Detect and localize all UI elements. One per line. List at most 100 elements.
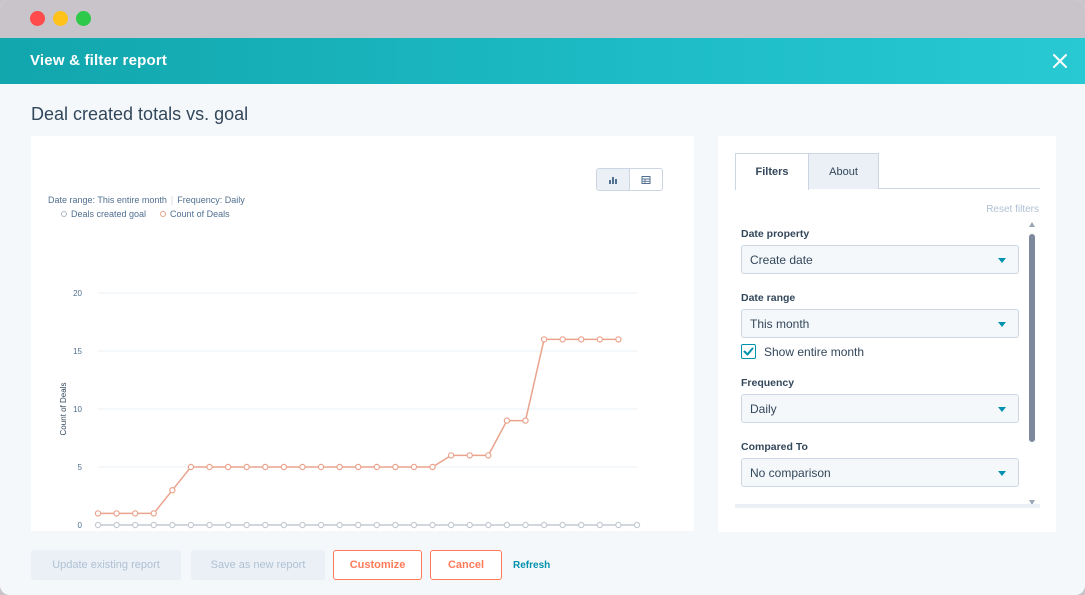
close-icon [1053,54,1067,68]
table-view-button[interactable] [630,169,663,190]
data-point [410,521,418,529]
window-close-dot[interactable] [30,11,45,26]
data-point [169,521,176,529]
view-toggle [596,168,663,191]
frequency-select[interactable]: Daily [741,394,1019,423]
data-point [503,521,511,529]
y-tick-label: 0 [78,521,83,530]
data-point [578,336,585,343]
y-tick-label: 20 [73,289,82,298]
data-point [113,510,120,517]
data-point [317,463,325,471]
close-button[interactable] [1047,48,1073,74]
filters-scrollbar[interactable] [1028,222,1036,507]
data-point [485,452,492,459]
data-point [373,521,380,529]
data-point [280,521,288,529]
data-point [206,463,213,471]
data-point [615,336,622,343]
data-point [169,487,176,494]
y-tick-label: 5 [78,463,83,472]
refresh-link[interactable]: Refresh [513,560,551,571]
chart-meta: Date range: This entire month | Frequency:… [48,195,245,205]
data-point [150,521,157,529]
date-property-value: Create date [750,253,813,267]
modal-title: View & filter report [30,52,168,69]
reset-filters-link[interactable]: Reset filters [986,204,1039,215]
data-point [336,463,343,471]
date-property-select[interactable]: Create date [741,245,1019,274]
data-point [578,521,585,529]
legend-label-count: Count of Deals [170,209,230,219]
window-maximize-dot[interactable] [76,11,91,26]
data-point [615,521,622,529]
series-line-count [98,338,619,515]
chart-view-button[interactable] [597,169,630,190]
data-point [392,463,399,471]
chart-meta-frequency: Frequency: Daily [177,195,245,205]
filter-tabs: Filters About [735,153,1040,190]
filters-scroll-area: Date property Create date Date range Thi… [735,222,1040,504]
window-minimize-dot[interactable] [53,11,68,26]
data-point [224,521,232,529]
frequency-label: Frequency [741,377,795,389]
data-point [447,452,455,459]
y-axis-label: Count of Deals [59,383,68,436]
date-range-select[interactable]: This month [741,309,1019,338]
legend-marker-count [160,211,167,217]
data-point [596,336,604,343]
data-point [559,336,566,343]
data-point [317,521,325,529]
window-titlebar [0,0,1085,38]
scroll-edge-divider [735,504,1040,508]
customize-button[interactable]: Customize [333,550,422,580]
scroll-down-arrow-icon[interactable] [1029,500,1035,505]
frequency-value: Daily [750,402,777,416]
data-point [262,521,269,529]
data-point [522,417,529,424]
update-existing-report-button[interactable]: Update existing report [31,550,181,580]
caret-down-icon [998,407,1006,412]
data-point [187,521,195,529]
data-point [224,463,232,471]
data-point [429,463,436,471]
data-point [280,463,288,471]
tab-about[interactable]: About [808,153,879,189]
filters-panel: Filters About Reset filters Date propert… [718,136,1056,532]
cancel-button[interactable]: Cancel [430,550,502,580]
caret-down-icon [998,258,1006,263]
scroll-up-arrow-icon[interactable] [1029,222,1035,227]
data-point [243,521,250,529]
data-point [485,521,492,529]
data-point [94,521,102,529]
data-point [466,452,473,459]
chart-legend: Deals created goal Count of Deals [61,209,230,219]
caret-down-icon [998,471,1006,476]
line-chart: 051015206/1/20236/6/20236/11/20236/16/20… [59,289,641,530]
data-point [392,521,399,529]
compared-to-select[interactable]: No comparison [741,458,1019,487]
data-point [503,417,511,424]
legend-item-goal[interactable]: Deals created goal [61,209,146,219]
legend-label-goal: Deals created goal [71,209,147,219]
data-point [522,521,529,529]
report-title: Deal created totals vs. goal [31,104,249,124]
date-property-label: Date property [741,228,810,240]
show-entire-month-checkbox[interactable]: Show entire month [741,344,864,359]
legend-item-count[interactable]: Count of Deals [160,209,230,219]
chart-card: Date range: This entire month | Frequency:… [31,136,694,531]
compared-to-value: No comparison [750,466,831,480]
scrollbar-thumb[interactable] [1029,234,1035,442]
y-tick-label: 10 [73,405,82,414]
data-point [113,521,120,529]
data-point [373,463,380,471]
legend-marker-goal [61,211,67,217]
tab-filters[interactable]: Filters [735,153,809,190]
data-point [299,521,306,529]
save-as-new-report-button[interactable]: Save as new report [191,550,325,580]
data-point [131,521,139,529]
modal-header: View & filter report [0,38,1085,84]
checkbox-box[interactable] [741,344,756,359]
data-point [410,463,418,471]
